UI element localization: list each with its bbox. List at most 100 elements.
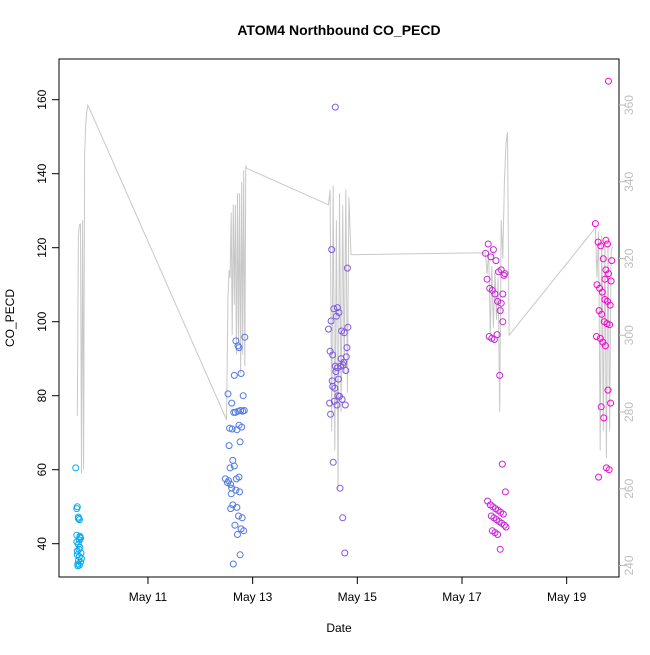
data-point [499, 290, 507, 298]
data-point [487, 253, 495, 261]
data-point [76, 533, 84, 541]
x-axis: May 11 May 13 May 15 May 17 May 19 [129, 577, 587, 604]
plot-frame [58, 58, 620, 578]
data-point [336, 484, 344, 492]
data-point [328, 246, 336, 254]
data-point [75, 516, 83, 524]
data-point [74, 562, 82, 570]
x-tick-label: May 13 [233, 590, 273, 604]
data-point [327, 410, 335, 418]
y-tick-label: 40 [35, 537, 49, 551]
data-point [240, 407, 248, 414]
secondary-series-line [76, 103, 614, 489]
line-layer [76, 103, 614, 489]
y2-tick-label: 260 [622, 478, 636, 498]
data-point [72, 464, 80, 472]
data-point [73, 505, 81, 513]
y-tick-label: 120 [35, 237, 49, 257]
data-point [229, 560, 237, 568]
data-point [343, 344, 351, 352]
data-point [591, 220, 599, 228]
data-point [234, 531, 241, 538]
y2-tick-label: 340 [622, 171, 636, 191]
data-point [331, 384, 339, 392]
y-tick-label: 160 [35, 89, 49, 109]
y2-tick-label: 360 [622, 95, 636, 115]
data-point [74, 515, 82, 522]
data-point [499, 318, 507, 326]
data-point [333, 304, 341, 312]
y-tick-label: 140 [35, 163, 49, 183]
data-point [237, 370, 245, 377]
data-point [501, 270, 509, 278]
y-axis: 40 60 80 100 120 140 160 [35, 89, 59, 550]
data-point [225, 477, 233, 485]
y2-tick-label: 240 [622, 555, 636, 575]
data-point [500, 521, 508, 529]
data-point [230, 462, 238, 470]
data-point [342, 367, 350, 374]
data-point [226, 424, 234, 432]
data-point [494, 531, 502, 538]
data-point [335, 309, 343, 316]
data-point [496, 545, 504, 553]
y-tick-label: 100 [35, 311, 49, 331]
data-point [496, 371, 504, 379]
data-point [224, 390, 232, 398]
y2-tick-label: 300 [622, 325, 636, 345]
data-point [484, 240, 492, 248]
secondary-y-axis: 240 260 280 300 320 340 360 [619, 95, 636, 576]
data-point [489, 246, 497, 254]
data-point [231, 408, 239, 416]
data-point [236, 438, 244, 446]
data-point [598, 310, 606, 318]
data-point [329, 458, 337, 466]
data-point [240, 527, 248, 535]
data-point [228, 399, 236, 407]
data-point [605, 466, 613, 474]
data-point [238, 514, 246, 522]
data-point [492, 257, 500, 265]
data-point [600, 414, 608, 422]
data-point [498, 460, 506, 468]
data-point [233, 426, 241, 434]
data-point [597, 403, 605, 411]
data-point [502, 523, 510, 531]
data-point [496, 307, 504, 315]
data-point [597, 242, 605, 250]
data-point [327, 317, 335, 325]
x-tick-label: May 11 [129, 590, 168, 604]
data-point [332, 368, 340, 376]
data-point [326, 399, 334, 407]
data-point [330, 305, 338, 313]
data-point [225, 442, 233, 450]
data-point [241, 333, 249, 341]
data-point [239, 392, 247, 400]
data-point [606, 321, 614, 329]
data-point [493, 331, 501, 339]
data-point [325, 325, 332, 333]
y2-tick-label: 280 [622, 402, 636, 422]
data-point [491, 290, 499, 298]
data-point [341, 401, 349, 409]
data-point [602, 236, 610, 244]
data-point [333, 401, 341, 409]
y2-tick-label: 320 [622, 248, 636, 268]
x-tick-label: May 17 [442, 590, 482, 604]
data-point [231, 521, 239, 529]
data-point [235, 512, 242, 520]
data-point [343, 264, 351, 272]
data-point [593, 333, 600, 340]
data-point [329, 351, 337, 359]
data-point [494, 297, 502, 305]
data-point [233, 503, 241, 511]
data-point [329, 382, 337, 390]
data-point [497, 266, 505, 274]
data-point [236, 488, 244, 496]
data-point [235, 344, 243, 352]
data-point [604, 386, 612, 394]
data-point [236, 551, 244, 559]
